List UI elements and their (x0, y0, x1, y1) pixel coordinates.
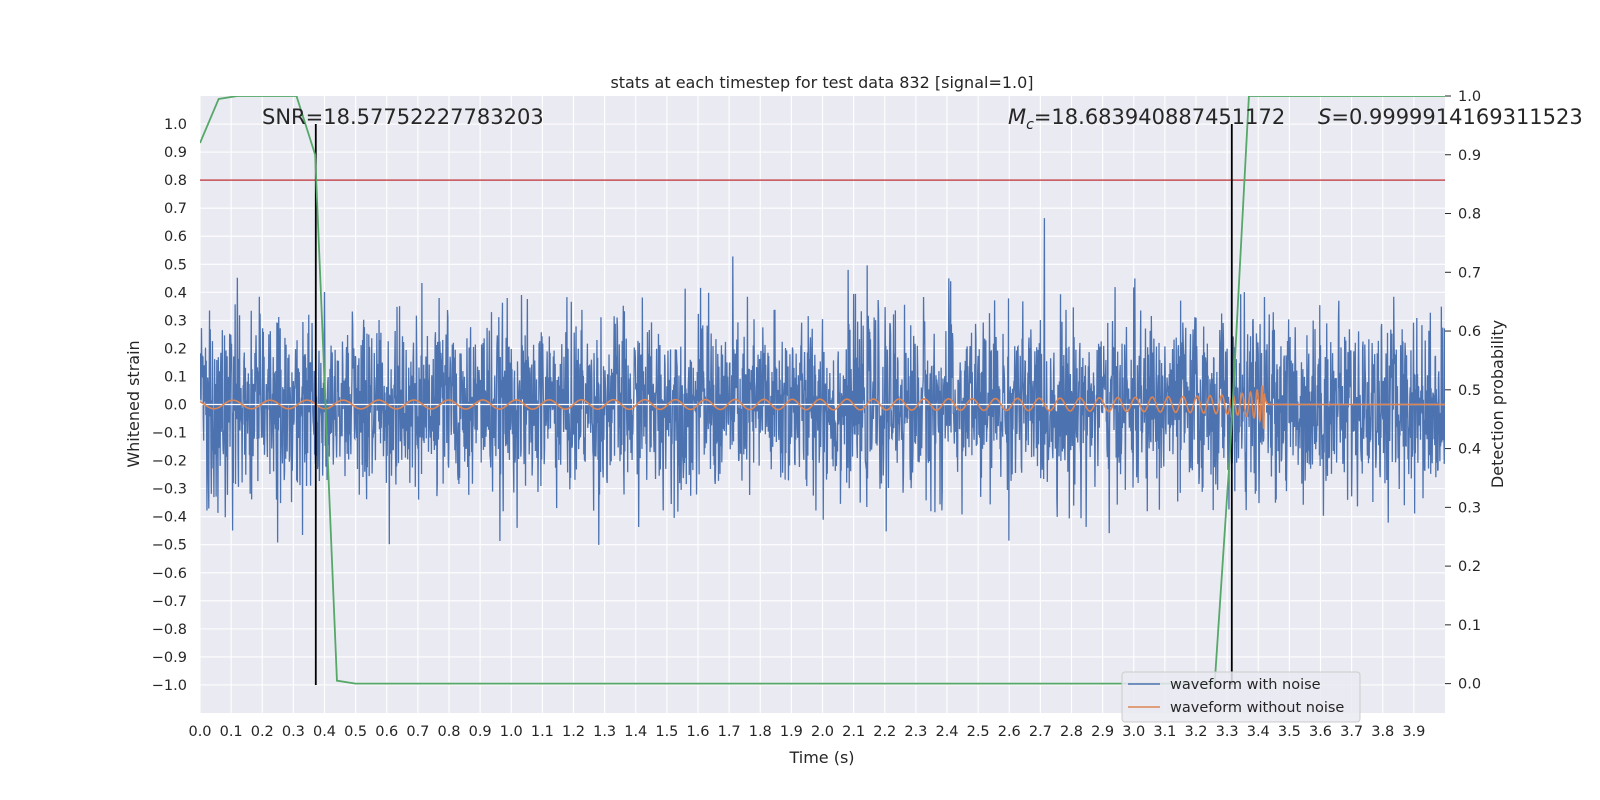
chirp-mass-subscript: c (1026, 117, 1034, 133)
y-right-tick-label: 0.1 (1458, 618, 1481, 634)
x-tick-label: 3.3 (1216, 724, 1239, 740)
x-tick-label: 3.2 (1184, 724, 1207, 740)
x-axis-label: Time (s) (788, 748, 854, 767)
y-right-tick-label: 1.0 (1458, 89, 1481, 105)
y-tick-label: 0.4 (164, 285, 187, 301)
score-symbol: S (1318, 105, 1331, 129)
x-tick-label: 0.8 (437, 724, 460, 740)
y-axis-label: Whitened strain (124, 340, 143, 467)
x-tick-label: 0.4 (313, 724, 336, 740)
x-tick-label: 1.6 (686, 724, 709, 740)
y-tick-label: −0.3 (152, 482, 187, 498)
x-tick-label: 0.7 (406, 724, 429, 740)
y-tick-label: 0.5 (164, 257, 187, 273)
y-right-tick-label: 0.6 (1458, 324, 1481, 340)
x-tick-label: 3.1 (1153, 724, 1176, 740)
x-tick-label: 1.8 (749, 724, 772, 740)
y-tick-label: 0.7 (164, 201, 187, 217)
y-tick-label: 0.0 (164, 398, 187, 414)
x-tick-label: 2.1 (842, 724, 865, 740)
y-right-tick-label: 0.5 (1458, 383, 1481, 399)
x-tick-label: 0.6 (375, 724, 398, 740)
y-right-axis-label: Detection probability (1488, 320, 1507, 488)
x-tick-label: 2.8 (1060, 724, 1083, 740)
x-tick-label: 0.2 (251, 724, 274, 740)
x-tick-label: 0.9 (469, 724, 492, 740)
x-tick-label: 3.9 (1402, 724, 1425, 740)
score-annotation: S=0.9999914169311523 (1318, 105, 1583, 129)
chirp-mass-value: =18.683940887451172 (1034, 105, 1285, 129)
series-waveform-without-noise (200, 385, 1445, 430)
y-tick-label: −0.7 (152, 594, 187, 610)
x-tick-label: 2.6 (998, 724, 1021, 740)
x-tick-label: 1.2 (562, 724, 585, 740)
y-tick-label: −0.9 (152, 650, 187, 666)
y-tick-label: 0.2 (164, 341, 187, 357)
chirp-mass-symbol: M (1008, 105, 1026, 129)
y-tick-label: −1.0 (152, 678, 187, 694)
y-right-tick-label: 0.7 (1458, 265, 1481, 281)
x-tick-label: 1.5 (655, 724, 678, 740)
y-right-tick-label: 0.3 (1458, 500, 1481, 516)
x-tick-label: 2.0 (811, 724, 834, 740)
x-tick-label: 0.0 (188, 724, 211, 740)
x-tick-label: 2.2 (873, 724, 896, 740)
y-tick-label: 0.3 (164, 313, 187, 329)
tick-labels: 0.0 0.1 0.2 0.3 0.4 0.5 0.6 0.7 0.8 0.9 1.0 1.1 1.2 1… (152, 89, 1481, 740)
y-tick-label: 0.1 (164, 369, 187, 385)
y-tick-label: 0.9 (164, 145, 187, 161)
y-tick-label: 0.6 (164, 229, 187, 245)
y-right-tick-label: 0.0 (1458, 677, 1481, 693)
x-tick-label: 0.3 (282, 724, 305, 740)
x-tick-label: 0.5 (344, 724, 367, 740)
x-tick-label: 1.1 (531, 724, 554, 740)
y-tick-label: −0.6 (152, 566, 187, 582)
series-detection-probability (200, 96, 1445, 685)
y-tick-label: 0.8 (164, 173, 187, 189)
x-tick-label: 3.0 (1122, 724, 1145, 740)
x-tick-label: 3.6 (1309, 724, 1332, 740)
x-tick-label: 1.7 (718, 724, 741, 740)
x-tick-label: 1.4 (624, 724, 647, 740)
y-tick-label: −0.2 (152, 454, 187, 470)
y-right-tick-label: 0.2 (1458, 559, 1481, 575)
x-tick-label: 2.7 (1029, 724, 1052, 740)
x-tick-label: 3.5 (1278, 724, 1301, 740)
y-tick-label: −0.4 (152, 510, 187, 526)
chirp-mass-annotation: Mc=18.683940887451172 (1008, 105, 1285, 133)
y-tick-label: −0.1 (152, 426, 187, 442)
score-value: =0.9999914169311523 (1331, 105, 1582, 129)
x-tick-label: 3.7 (1340, 724, 1363, 740)
x-tick-label: 3.8 (1371, 724, 1394, 740)
chart-title: stats at each timestep for test data 832… (610, 73, 1033, 92)
series-waveform-with-noise (200, 218, 1445, 545)
x-tick-label: 2.5 (967, 724, 990, 740)
x-tick-label: 1.9 (780, 724, 803, 740)
y-right-tick-label: 0.8 (1458, 207, 1481, 223)
x-tick-label: 3.4 (1247, 724, 1270, 740)
legend-label-clean: waveform without noise (1170, 700, 1344, 716)
y-tick-label: 1.0 (164, 117, 187, 133)
y-right-tick-label: 0.4 (1458, 442, 1481, 458)
y-right-tick-label: 0.9 (1458, 148, 1481, 164)
x-tick-label: 1.3 (593, 724, 616, 740)
x-tick-label: 2.9 (1091, 724, 1114, 740)
y-tick-label: −0.5 (152, 538, 187, 554)
snr-annotation: SNR=18.57752227783203 (262, 105, 544, 129)
legend: waveform with noise waveform without noi… (1121, 671, 1361, 723)
legend-box (1121, 671, 1361, 723)
legend-label-noise: waveform with noise (1170, 677, 1321, 693)
x-tick-label: 1.0 (500, 724, 523, 740)
x-tick-label: 0.1 (220, 724, 243, 740)
x-tick-label: 2.3 (904, 724, 927, 740)
y-tick-label: −0.8 (152, 622, 187, 638)
x-tick-label: 2.4 (935, 724, 958, 740)
